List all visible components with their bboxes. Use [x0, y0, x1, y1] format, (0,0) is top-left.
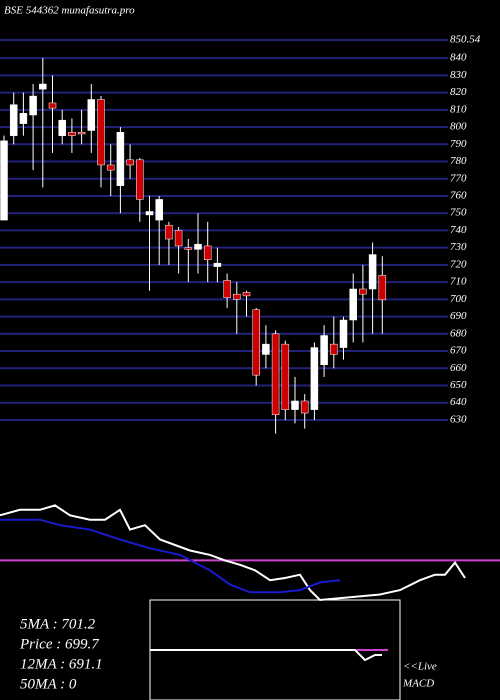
candle-body [9, 104, 18, 136]
macd-label: MACD [402, 678, 434, 690]
y-tick-label: 770 [450, 172, 467, 184]
y-tick-label: 830 [450, 69, 467, 81]
candle-body [349, 288, 357, 321]
candle-body [252, 309, 260, 376]
ma-label: Price : 699.7 [19, 636, 100, 652]
y-tick-label: 740 [450, 224, 467, 236]
candle-body [359, 288, 367, 295]
candle-body [339, 319, 348, 348]
candle-body [174, 230, 183, 247]
y-tick-label: 630 [450, 413, 467, 425]
indicator-line [150, 649, 382, 662]
candle-body [87, 99, 96, 131]
candle-body [310, 347, 319, 410]
candle-body [262, 343, 270, 355]
candle-body [223, 280, 231, 298]
candle-body [320, 335, 328, 366]
indicator-line [0, 518, 341, 594]
y-tick-label: 700 [450, 293, 467, 305]
y-tick-label: 750 [450, 207, 467, 219]
candle-body [271, 333, 280, 416]
candle-body [330, 343, 338, 355]
candle-body [136, 159, 144, 200]
y-tick-label: 660 [450, 362, 467, 374]
y-tick-label: 690 [450, 310, 467, 322]
candle-body [378, 274, 387, 301]
candle-body [77, 131, 86, 135]
y-tick-label: 810 [450, 103, 467, 115]
candle-body [145, 211, 154, 216]
candle-body [68, 131, 76, 136]
ma-label: 50MA : 0 [20, 676, 77, 692]
indicator-line [0, 504, 466, 602]
y-tick-label: 650 [450, 379, 467, 391]
y-tick-label: 800 [450, 121, 467, 133]
y-tick-label: 640 [450, 396, 467, 408]
y-tick-label: 790 [450, 138, 467, 150]
candle-body [291, 400, 299, 410]
candle-body [242, 292, 251, 297]
candle-body [281, 343, 290, 410]
candle-body [155, 199, 163, 221]
y-tick-label: 670 [450, 345, 467, 357]
candle-body [368, 254, 377, 290]
candle-body [126, 159, 134, 166]
candle-body [97, 99, 105, 166]
candle-body [29, 95, 37, 116]
candle-body [184, 247, 193, 250]
candle-body [116, 131, 125, 186]
candle-body [300, 400, 309, 414]
y-tick-label: 820 [450, 86, 467, 98]
candle-body [194, 243, 202, 250]
ma-label: 5MA : 701.2 [20, 616, 96, 632]
y-tick-label: 710 [450, 276, 467, 288]
chart-title: BSE 544362 munafasutra.pro [4, 5, 135, 17]
candle-body [165, 225, 173, 240]
candle-body [39, 83, 47, 90]
y-tick-label: 840 [450, 52, 467, 64]
candle-body [203, 245, 212, 260]
y-tick-label: 760 [450, 190, 467, 202]
ma-label: 12MA : 691.1 [20, 656, 103, 672]
y-tick-label: 780 [450, 155, 467, 167]
y-tick-label: 730 [450, 241, 467, 253]
candle-body [233, 293, 241, 300]
y-tick-label: 680 [450, 327, 467, 339]
candle-body [58, 119, 66, 136]
y-tick-label: 720 [450, 258, 467, 270]
macd-label: <<Live [403, 661, 437, 673]
candle-body [213, 262, 222, 267]
candle-body [0, 140, 8, 221]
candle-body [19, 113, 28, 124]
candle-body [106, 164, 115, 171]
candle-body [48, 102, 57, 109]
y-tick-label: 850.54 [450, 34, 481, 46]
